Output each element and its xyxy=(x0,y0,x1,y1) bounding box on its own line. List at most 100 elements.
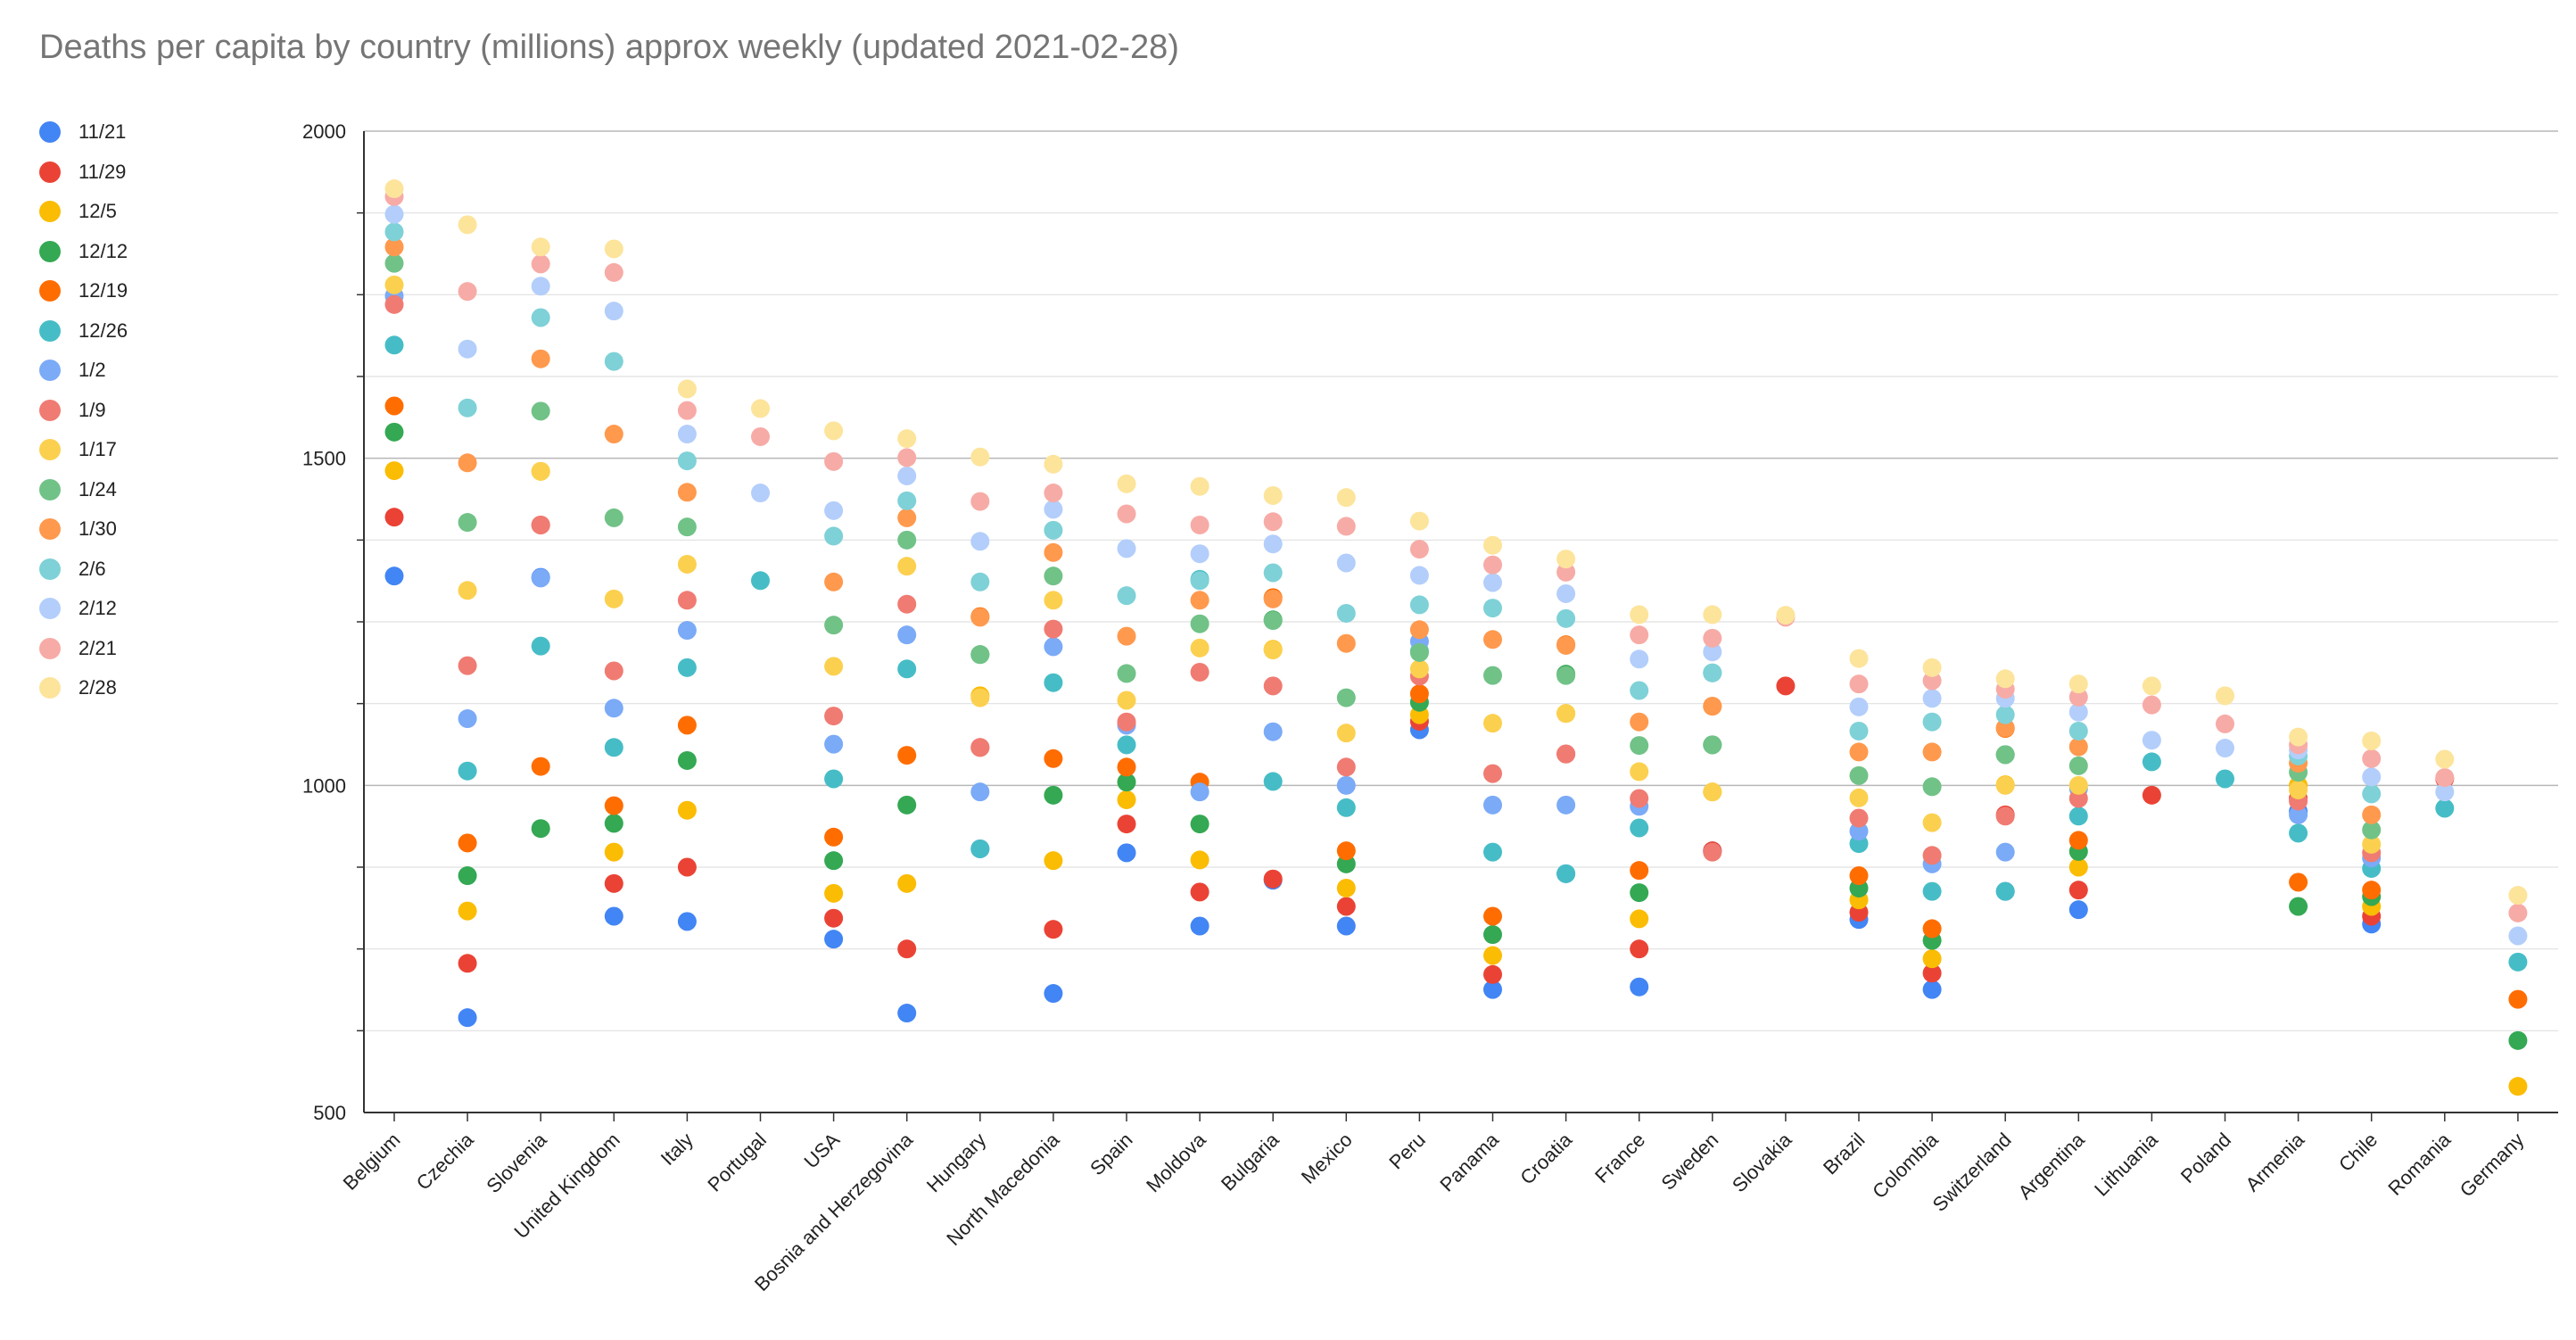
data-point xyxy=(384,222,404,242)
data-point xyxy=(384,567,404,586)
x-tick-label: USA xyxy=(799,1129,844,1173)
data-point xyxy=(1336,897,1356,916)
data-point xyxy=(1630,789,1649,808)
data-point xyxy=(1409,511,1429,531)
data-point xyxy=(2216,769,2234,789)
series-12-5 xyxy=(384,461,2528,1096)
data-point xyxy=(1922,813,1942,832)
data-point xyxy=(458,581,477,600)
data-point xyxy=(458,709,477,729)
legend-item: 1/9 xyxy=(39,391,128,431)
data-point xyxy=(1117,664,1136,683)
legend-label: 12/5 xyxy=(78,200,117,223)
legend-swatch xyxy=(39,240,61,262)
data-point xyxy=(604,302,623,321)
data-point xyxy=(458,833,477,853)
data-point xyxy=(1556,704,1576,724)
data-point xyxy=(1117,843,1136,863)
data-point xyxy=(1849,649,1869,668)
series-12-12 xyxy=(384,422,2528,1050)
data-point xyxy=(2362,805,2382,824)
data-point xyxy=(1703,663,1722,682)
legend-label: 1/24 xyxy=(78,477,117,500)
data-point xyxy=(897,625,917,645)
legend-label: 1/2 xyxy=(78,359,106,382)
data-point xyxy=(1630,977,1649,997)
legend-swatch xyxy=(39,598,61,620)
x-tick-label: Italy xyxy=(656,1129,698,1170)
x-tick-label: Poland xyxy=(2176,1129,2235,1187)
data-point xyxy=(2289,780,2308,799)
data-point xyxy=(2289,873,2308,892)
y-tick-label: 500 xyxy=(313,1102,346,1124)
data-point xyxy=(1630,939,1649,959)
data-point xyxy=(531,349,550,368)
data-point xyxy=(970,447,990,467)
data-point xyxy=(1336,916,1356,936)
data-point xyxy=(1044,785,1063,805)
data-point xyxy=(897,508,917,527)
data-point xyxy=(1263,772,1283,791)
data-point xyxy=(1044,619,1063,639)
data-point xyxy=(1922,980,1942,999)
data-point xyxy=(384,179,404,199)
legend-item: 12/12 xyxy=(39,232,128,272)
data-point xyxy=(677,591,697,610)
data-point xyxy=(897,491,917,510)
data-point xyxy=(458,1008,477,1028)
data-point xyxy=(677,451,697,471)
data-point xyxy=(1995,669,2015,689)
data-point xyxy=(751,399,770,418)
data-point xyxy=(2289,805,2308,824)
data-point xyxy=(1336,633,1356,653)
data-point xyxy=(1483,630,1502,649)
data-point xyxy=(897,746,917,765)
data-point xyxy=(677,425,697,444)
data-point xyxy=(1483,795,1502,815)
legend-label: 1/9 xyxy=(78,398,106,421)
legend-label: 1/17 xyxy=(78,438,117,461)
data-point xyxy=(897,795,917,815)
data-point xyxy=(2142,752,2161,772)
data-point xyxy=(1922,949,1942,969)
data-point xyxy=(1336,603,1356,623)
data-point xyxy=(604,352,623,371)
data-point xyxy=(1630,681,1649,700)
data-point xyxy=(458,398,477,418)
data-point xyxy=(458,761,477,781)
data-point xyxy=(1190,815,1210,834)
data-point xyxy=(970,572,990,591)
data-point xyxy=(677,750,697,770)
data-point xyxy=(1483,599,1502,618)
data-point xyxy=(1556,562,1576,582)
data-point xyxy=(1117,691,1136,710)
data-point xyxy=(970,688,990,707)
legend-label: 11/29 xyxy=(78,160,127,183)
data-point xyxy=(531,277,550,296)
legend-item: 2/28 xyxy=(39,668,128,708)
series-2-28 xyxy=(384,179,2528,906)
data-point xyxy=(531,461,550,481)
chart-title: Deaths per capita by country (millions) … xyxy=(39,29,1179,66)
data-point xyxy=(604,906,623,926)
data-point xyxy=(1483,925,1502,945)
data-point xyxy=(384,253,404,273)
legend-label: 2/12 xyxy=(78,597,117,620)
data-point xyxy=(1849,674,1869,694)
data-point xyxy=(1630,736,1649,756)
legend-swatch xyxy=(39,558,61,580)
data-point xyxy=(2362,731,2382,750)
data-point xyxy=(458,513,477,533)
data-point xyxy=(1409,659,1429,679)
data-point xyxy=(1630,605,1649,625)
data-point xyxy=(1409,595,1429,615)
data-point xyxy=(1044,673,1063,692)
data-point xyxy=(531,401,550,421)
data-point xyxy=(1190,544,1210,564)
data-point xyxy=(897,659,917,679)
data-point xyxy=(2435,782,2455,802)
data-point xyxy=(897,1004,917,1023)
data-point xyxy=(2508,903,2528,922)
data-point xyxy=(1995,881,2015,901)
